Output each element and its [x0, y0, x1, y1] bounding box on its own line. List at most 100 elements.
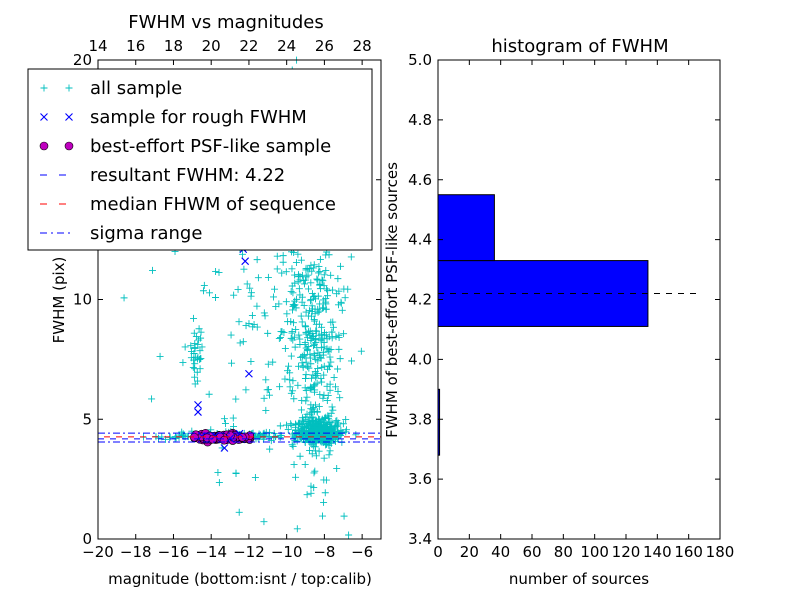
all-sample-point — [215, 268, 223, 276]
all-sample-point — [323, 382, 331, 390]
all-sample-point — [315, 423, 323, 431]
all-sample-point — [318, 276, 326, 284]
all-sample-point — [307, 383, 315, 391]
right-x-axis-label: number of sources — [509, 570, 649, 588]
all-sample-point — [193, 368, 201, 376]
all-sample-point — [291, 343, 299, 351]
legend-entry: sigma range — [40, 223, 202, 244]
all-sample-point — [295, 331, 303, 339]
left-x-tick-label: −8 — [313, 543, 335, 561]
all-sample-point — [247, 289, 255, 297]
right-y-tick-label: 4.0 — [408, 350, 432, 368]
all-sample-point — [292, 473, 300, 481]
all-sample-point — [220, 415, 228, 423]
all-sample-point — [307, 295, 315, 303]
all-sample-point — [292, 325, 300, 333]
right-panel: 0 20 40 60 80 100 120 140 160 180 3.4 3.6 3.8 4.0 4.2 4… — [383, 36, 734, 588]
all-sample-point — [315, 402, 323, 410]
all-sample-point — [300, 280, 308, 288]
all-sample-point — [295, 285, 303, 293]
all-sample-point — [325, 451, 333, 459]
all-sample-point — [311, 418, 319, 426]
all-sample-point — [320, 454, 328, 462]
legend-box — [27, 68, 373, 251]
all-sample-point — [235, 508, 243, 516]
all-sample-point — [290, 461, 298, 469]
left-x-tick-label: −18 — [120, 543, 152, 561]
all-sample-point — [287, 352, 295, 360]
all-sample-point — [316, 300, 324, 308]
all-sample-point — [262, 406, 270, 414]
legend-entry: sample for rough FWHM — [40, 107, 307, 128]
all-sample-point — [199, 287, 207, 295]
all-sample-point — [303, 363, 311, 371]
all-sample-point — [212, 268, 220, 276]
left-x-tick-label: −6 — [351, 543, 373, 561]
all-sample-point — [288, 265, 296, 273]
all-sample-point — [311, 467, 319, 475]
top-x-tick-label: 20 — [202, 37, 221, 55]
all-sample-point — [305, 364, 313, 372]
all-sample-point — [264, 360, 272, 368]
all-sample-point — [297, 312, 305, 320]
all-sample-point — [301, 375, 309, 383]
all-sample-point — [315, 320, 323, 328]
all-sample-point — [339, 428, 347, 436]
all-sample-point — [232, 469, 240, 477]
all-sample-point — [329, 406, 337, 414]
all-sample-point — [308, 405, 316, 413]
all-sample-point — [335, 345, 343, 353]
right-y-tick-label: 3.4 — [408, 530, 432, 548]
all-sample-point — [341, 294, 349, 302]
all-sample-point — [238, 250, 246, 258]
all-sample-point — [340, 330, 348, 338]
all-sample-point — [293, 295, 301, 303]
rough-fwhm-point — [211, 432, 219, 440]
all-sample-point — [302, 273, 310, 281]
all-sample-point — [260, 394, 268, 402]
right-y-tick-label: 4.2 — [408, 291, 432, 309]
all-sample-point — [195, 325, 203, 333]
left-x-tick-label: −14 — [195, 543, 227, 561]
left-y-axis-label: FWHM (pix) — [50, 257, 68, 344]
all-sample-point — [326, 431, 334, 439]
all-sample-point — [286, 369, 294, 377]
all-sample-point — [311, 401, 319, 409]
all-sample-point — [288, 441, 296, 449]
all-sample-point — [286, 383, 294, 391]
all-sample-point — [287, 287, 295, 295]
all-sample-point — [247, 358, 255, 366]
all-sample-point — [212, 294, 220, 302]
all-sample-point — [179, 359, 187, 367]
all-sample-point — [297, 406, 305, 414]
all-sample-point — [322, 266, 330, 274]
all-sample-point — [342, 428, 350, 436]
all-sample-point — [314, 308, 322, 316]
all-sample-point — [270, 293, 278, 301]
all-sample-point — [282, 268, 290, 276]
all-sample-point — [284, 425, 292, 433]
all-sample-point — [329, 428, 337, 436]
all-sample-point — [311, 447, 319, 455]
rough-fwhm-point — [197, 432, 206, 440]
all-sample-point — [294, 278, 302, 286]
all-sample-point — [338, 306, 346, 314]
all-sample-point — [333, 465, 341, 473]
all-sample-point — [273, 252, 281, 260]
all-sample-point — [352, 431, 360, 439]
legend-label: resultant FWHM: 4.22 — [90, 165, 285, 186]
all-sample-point — [239, 338, 247, 346]
all-sample-point — [318, 378, 326, 386]
all-sample-point — [319, 348, 327, 356]
all-sample-point — [345, 531, 353, 539]
right-x-tick-label: 160 — [674, 543, 703, 561]
all-sample-point — [194, 377, 202, 385]
all-sample-point — [148, 395, 156, 403]
right-x-tick-label: 100 — [580, 543, 609, 561]
all-sample-point — [303, 393, 311, 401]
all-sample-point — [275, 334, 283, 342]
all-sample-point — [120, 294, 128, 302]
rough-fwhm-point — [220, 444, 229, 452]
all-sample-point — [317, 354, 325, 362]
all-sample-point — [293, 525, 301, 533]
